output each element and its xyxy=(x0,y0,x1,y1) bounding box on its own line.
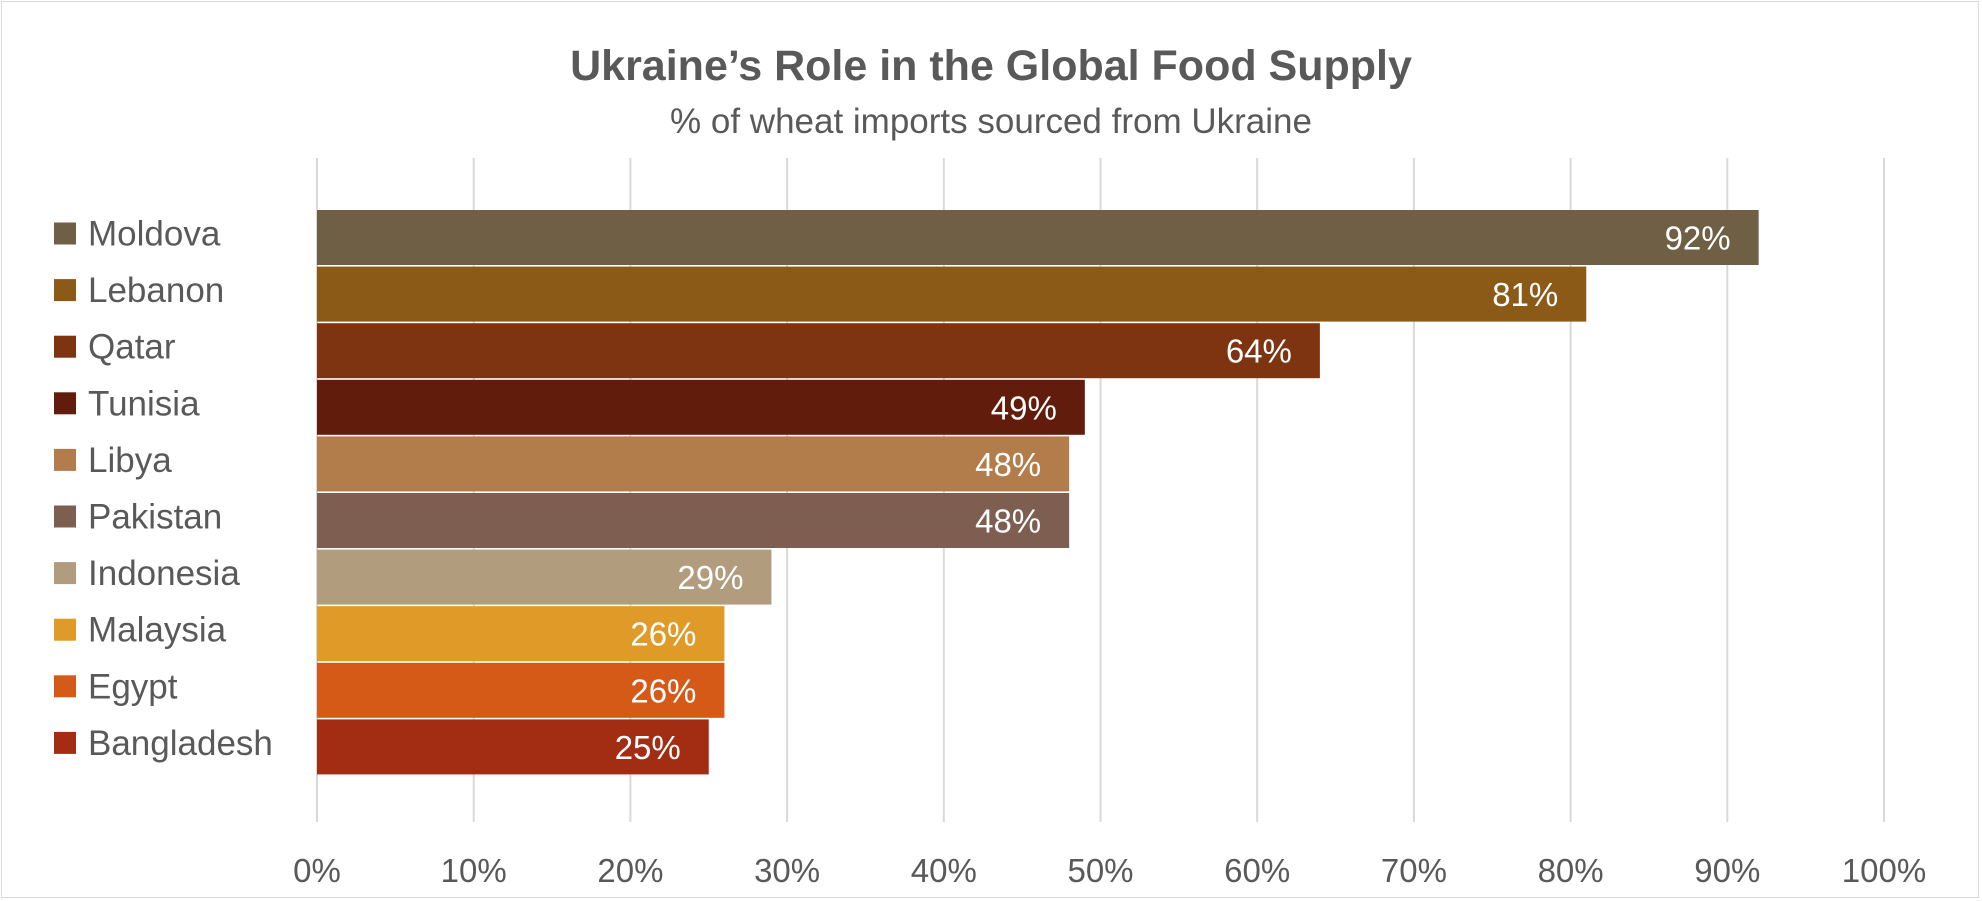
data-label: 26% xyxy=(630,672,696,709)
data-label: 48% xyxy=(975,446,1041,483)
bar xyxy=(317,266,1587,322)
x-tick-label: 30% xyxy=(754,852,820,889)
legend-swatch xyxy=(54,222,76,245)
legend-label: Lebanon xyxy=(88,271,224,310)
legend-label: Pakistan xyxy=(88,498,222,537)
data-label: 25% xyxy=(615,729,681,766)
legend: Moldova Lebanon Qatar Tunisia Libya Pakistan I… xyxy=(54,215,273,763)
x-axis-ticks: 0% 10% 20% 30% 40% 50% 60% 70% 80% 90% 100% xyxy=(293,852,1926,889)
x-tick-label: 80% xyxy=(1538,852,1604,889)
bar xyxy=(317,436,1070,492)
x-tick-label: 90% xyxy=(1694,852,1760,889)
legend-label: Qatar xyxy=(88,328,176,367)
bar xyxy=(317,210,1759,265)
chart-title: Ukraine’s Role in the Global Food Supply xyxy=(570,42,1412,90)
x-tick-label: 40% xyxy=(911,852,977,889)
data-labels: 92% 81% 64% 49% 48% 48% 29% 26% 26% 25% xyxy=(615,220,1731,766)
legend-swatch xyxy=(54,505,76,528)
legend-swatch xyxy=(54,448,76,471)
data-label: 81% xyxy=(1492,276,1558,313)
legend-label: Bangladesh xyxy=(88,724,273,763)
chart-subtitle: % of wheat imports sourced from Ukraine xyxy=(670,102,1312,141)
x-tick-label: 60% xyxy=(1224,852,1290,889)
bar xyxy=(317,549,772,605)
bar xyxy=(317,379,1085,435)
data-label: 64% xyxy=(1226,333,1292,370)
legend-label: Malaysia xyxy=(88,611,227,650)
legend-swatch xyxy=(54,335,76,358)
bar xyxy=(317,493,1070,548)
x-tick-label: 0% xyxy=(293,852,341,889)
data-label: 92% xyxy=(1665,220,1731,257)
data-label: 49% xyxy=(991,389,1057,426)
x-tick-label: 70% xyxy=(1381,852,1447,889)
bar xyxy=(317,606,725,662)
bar xyxy=(317,323,1320,379)
bar xyxy=(317,662,725,718)
legend-label: Egypt xyxy=(88,667,178,706)
legend-label: Moldova xyxy=(88,215,221,254)
legend-swatch xyxy=(54,618,76,641)
legend-swatch xyxy=(54,392,76,415)
x-tick-label: 100% xyxy=(1842,852,1926,889)
x-tick-label: 10% xyxy=(441,852,507,889)
data-label: 26% xyxy=(630,616,696,653)
legend-swatch xyxy=(54,675,76,698)
legend-swatch xyxy=(54,562,76,585)
data-label: 48% xyxy=(975,503,1041,540)
x-tick-label: 20% xyxy=(597,852,663,889)
data-label: 29% xyxy=(677,559,743,596)
legend-label: Tunisia xyxy=(88,384,200,423)
bar xyxy=(317,719,709,775)
legend-label: Libya xyxy=(88,441,172,480)
legend-swatch xyxy=(54,279,76,302)
x-tick-label: 50% xyxy=(1067,852,1133,889)
legend-swatch xyxy=(54,731,76,754)
bars xyxy=(317,210,1759,775)
legend-label: Indonesia xyxy=(88,554,240,593)
